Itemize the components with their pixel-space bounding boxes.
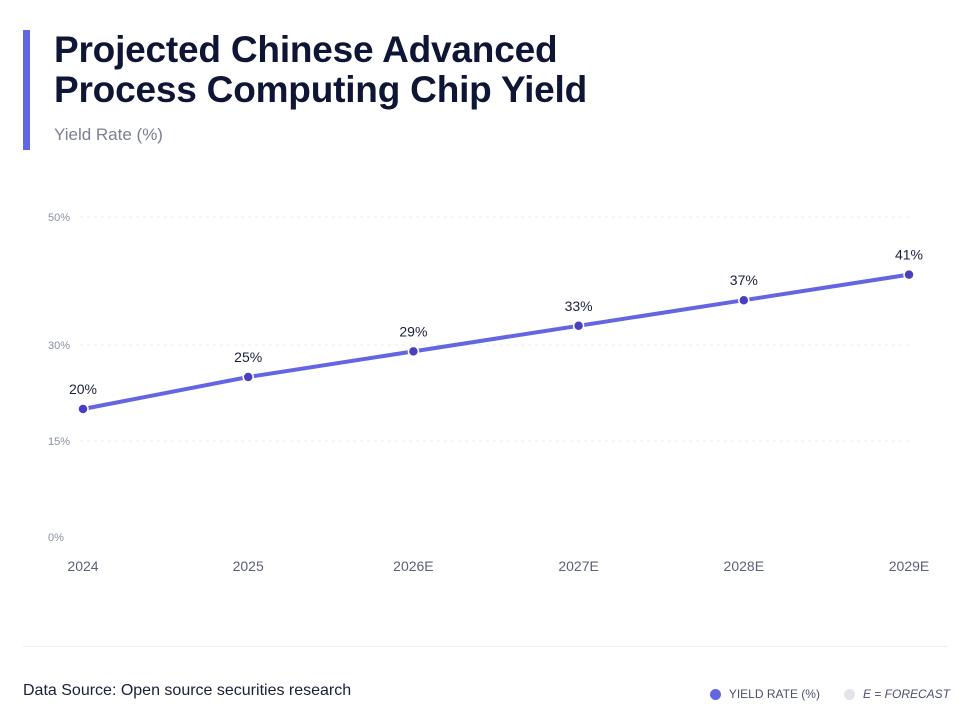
chart-subtitle: Yield Rate (%): [54, 125, 163, 144]
data-point: [738, 294, 750, 306]
grid-lines: [80, 216, 912, 442]
x-tick-label: 2027E: [558, 558, 598, 574]
series-points: [77, 268, 915, 415]
x-tick-label: 2024: [67, 558, 98, 574]
data-label: 25%: [234, 349, 262, 365]
data-point: [903, 268, 915, 281]
line-chart: 0% 15% 30% 50% 2024 2025 2026E 2027E 2028E 2029E…: [48, 212, 929, 574]
data-labels: 20% 25% 29% 33% 37% 41%: [69, 247, 923, 397]
x-axis-ticks: 2024 2025 2026E 2027E 2028E 2029E: [67, 558, 929, 574]
data-point: [572, 320, 585, 332]
y-tick-label: 30%: [48, 340, 70, 352]
legend-label-yield: YIELD RATE (%): [728, 687, 820, 701]
x-tick-label: 2029E: [889, 558, 929, 574]
y-tick-label: 15%: [48, 436, 70, 448]
data-label: 37%: [730, 272, 758, 288]
chart-title: Projected Chinese Advanced Process Compu…: [54, 29, 588, 110]
data-source: Data Source: Open source securities rese…: [23, 682, 352, 699]
series-line-path: [81, 272, 911, 411]
legend-swatch-forecast: [843, 688, 855, 700]
y-axis-ticks: 0% 15% 30% 50%: [48, 212, 70, 544]
y-tick-label: 50%: [48, 212, 70, 224]
x-tick-label: 2026E: [393, 558, 433, 574]
data-label: 29%: [399, 323, 427, 339]
series-line: [81, 272, 911, 411]
data-label: 41%: [895, 247, 923, 263]
legend-item-forecast: E = FORECAST: [843, 687, 950, 701]
data-point: [77, 403, 89, 415]
data-point: [242, 371, 254, 383]
y-tick-label: 0%: [48, 532, 64, 544]
data-label: 20%: [69, 381, 97, 397]
x-tick-label: 2025: [233, 558, 264, 574]
title-accent-bar: [23, 30, 30, 150]
x-tick-label: 2028E: [724, 558, 764, 574]
legend-item-yield: YIELD RATE (%): [709, 687, 820, 701]
legend: YIELD RATE (%) E = FORECAST: [686, 687, 950, 701]
data-point: [407, 345, 420, 358]
legend-label-forecast: E = FORECAST: [862, 687, 950, 701]
legend-swatch-yield: [709, 688, 721, 700]
footer-divider: [23, 646, 948, 647]
data-label: 33%: [565, 298, 593, 314]
